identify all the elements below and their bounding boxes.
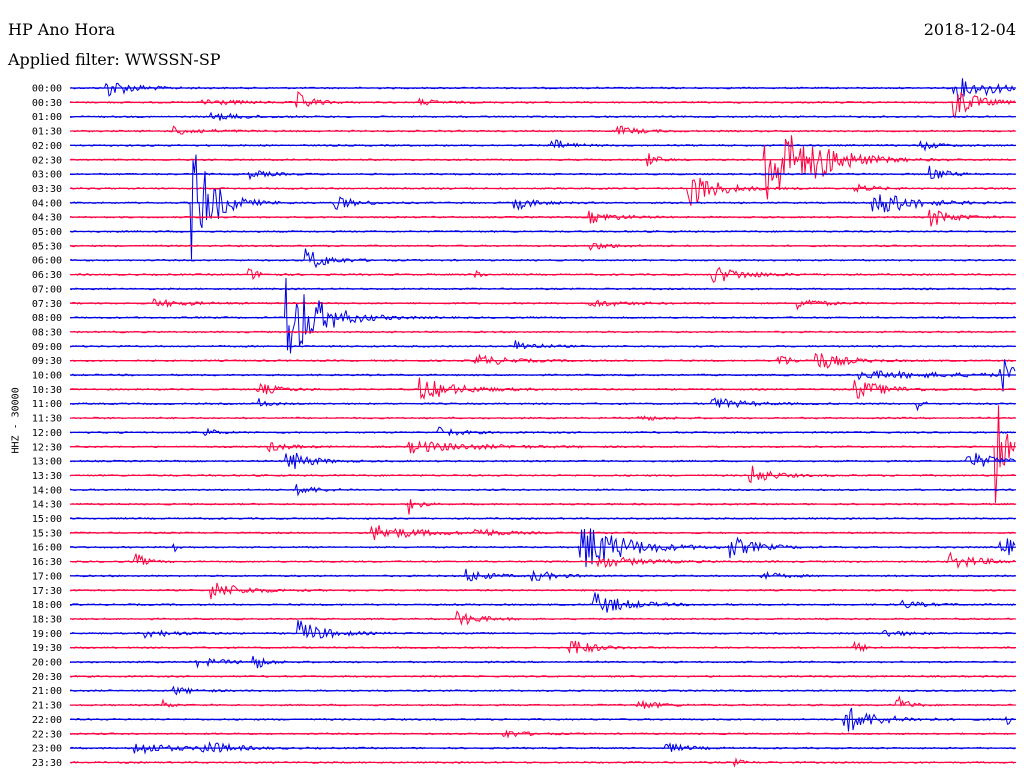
trace-row-0000	[69, 78, 1016, 102]
station-title: HP Ano Hora	[8, 20, 116, 39]
row-time-label: 20:30	[32, 672, 62, 683]
trace-row-0300	[69, 165, 1016, 181]
trace-row-1330	[69, 465, 1016, 484]
row-time-label: 00:30	[32, 98, 62, 109]
row-time-label: 08:00	[32, 313, 62, 324]
row-time-label: 17:00	[32, 571, 62, 582]
row-time-label: 18:00	[32, 600, 62, 611]
row-time-label: 20:00	[32, 658, 62, 669]
row-time-label: 23:30	[32, 758, 62, 769]
row-time-label: 13:00	[32, 457, 62, 468]
row-time-label: 23:00	[32, 744, 62, 755]
row-time-label: 13:30	[32, 471, 62, 482]
row-time-label: 15:30	[32, 528, 62, 539]
trace-row-1430	[70, 499, 1016, 515]
trace-row-0600	[69, 248, 1016, 269]
row-time-label: 10:00	[32, 371, 62, 382]
row-time-label: 09:30	[32, 356, 62, 367]
row-time-label: 03:30	[32, 184, 62, 195]
plot-date: 2018-12-04	[923, 20, 1016, 39]
row-time-label: 02:00	[32, 141, 62, 152]
row-time-label: 19:00	[32, 629, 62, 640]
trace-row-0900	[69, 340, 1016, 350]
row-time-label: 05:30	[32, 241, 62, 252]
trace-row-0130	[69, 125, 1016, 135]
row-time-label: 21:30	[32, 701, 62, 712]
row-time-label: 02:30	[32, 155, 62, 166]
row-time-label: 04:30	[32, 213, 62, 224]
trace-row-1700	[69, 568, 1016, 582]
row-time-label: 09:00	[32, 342, 62, 353]
trace-row-1200	[69, 426, 1016, 437]
row-time-label: 14:00	[32, 485, 62, 496]
row-time-label: 15:00	[32, 514, 62, 525]
row-time-label: 07:00	[32, 284, 62, 295]
trace-row-1830	[70, 610, 1016, 626]
row-time-label: 01:30	[32, 127, 62, 138]
row-time-label: 22:30	[32, 729, 62, 740]
row-time-label: 03:00	[32, 170, 62, 181]
row-time-label: 16:00	[32, 543, 62, 554]
row-time-label: 18:30	[32, 614, 62, 625]
row-time-label: 22:00	[32, 715, 62, 726]
row-time-label: 11:30	[32, 414, 62, 425]
row-time-label: 00:00	[32, 84, 62, 95]
row-time-label: 07:30	[32, 299, 62, 310]
row-time-label: 16:30	[32, 557, 62, 568]
trace-row-2130	[69, 695, 1016, 709]
trace-row-1900	[69, 620, 1016, 639]
filter-subtitle: Applied filter: WWSSN-SP	[8, 50, 221, 69]
row-time-label: 10:30	[32, 385, 62, 396]
trace-row-0400	[69, 154, 1016, 260]
row-time-label: 17:30	[32, 586, 62, 597]
trace-row-1030	[69, 377, 1016, 401]
row-time-label: 08:30	[32, 327, 62, 338]
row-time-label: 14:30	[32, 500, 62, 511]
row-time-label: 21:00	[32, 686, 62, 697]
trace-row-0930	[69, 352, 1016, 369]
trace-row-0530	[69, 242, 1016, 251]
row-time-label: 19:30	[32, 643, 62, 654]
trace-row-1630	[69, 551, 1016, 570]
row-time-label: 01:00	[32, 112, 62, 123]
trace-row-0730	[69, 298, 1016, 311]
trace-row-1100	[69, 397, 1016, 412]
row-time-label: 06:00	[32, 256, 62, 267]
row-time-label: 11:00	[32, 399, 62, 410]
trace-row-1230	[69, 405, 1016, 503]
row-time-label: 04:00	[32, 198, 62, 209]
row-time-label: 12:30	[32, 442, 62, 453]
row-time-label: 05:00	[32, 227, 62, 238]
row-time-label: 06:30	[32, 270, 62, 281]
trace-row-1730	[69, 582, 1016, 600]
row-time-label: 12:00	[32, 428, 62, 439]
